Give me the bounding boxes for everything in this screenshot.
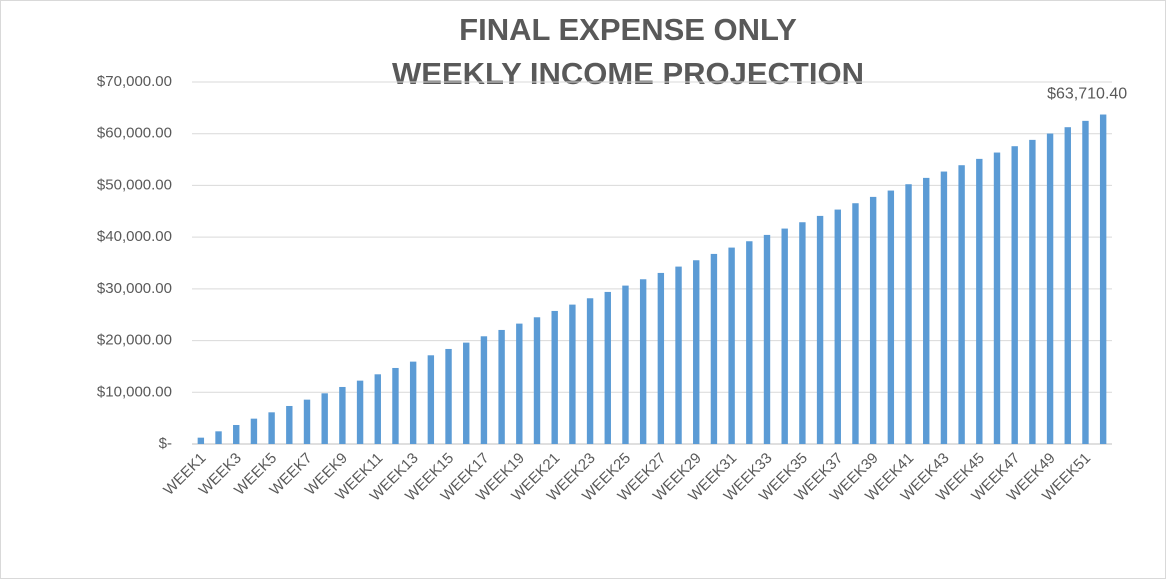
- bar: [250, 418, 258, 444]
- bar: [852, 203, 859, 444]
- y-tick-label: $-: [159, 435, 172, 452]
- bar: [356, 380, 364, 444]
- bar: [498, 329, 505, 444]
- bar: [905, 184, 912, 444]
- y-tick-label: $60,000.00: [97, 125, 172, 142]
- bar: [657, 272, 665, 444]
- bar: [516, 323, 523, 444]
- bar: [728, 247, 735, 444]
- bar: [321, 393, 328, 444]
- bar: [622, 285, 629, 444]
- bar: [1011, 146, 1018, 444]
- bar: [445, 348, 452, 444]
- chart-title: WEEKLY INCOME PROJECTION: [392, 56, 864, 91]
- bar: [1029, 139, 1036, 444]
- bar: [409, 361, 417, 444]
- bar: [958, 165, 965, 445]
- y-tick-label: $70,000.00: [97, 73, 172, 90]
- bar: [1099, 114, 1107, 444]
- bar: [834, 209, 841, 444]
- bar: [286, 405, 293, 444]
- bar: [427, 355, 435, 444]
- bar: [533, 317, 541, 444]
- bar: [746, 241, 753, 444]
- bar: [799, 222, 806, 444]
- bar: [1082, 120, 1089, 445]
- bar: [869, 196, 877, 444]
- data-label: $63,710.40: [1047, 86, 1127, 103]
- bar: [993, 152, 1001, 444]
- bar: [763, 234, 771, 444]
- bar: [233, 424, 240, 444]
- bar: [923, 177, 930, 444]
- bar: [639, 279, 647, 444]
- bar: [675, 266, 682, 444]
- y-tick-label: $20,000.00: [97, 332, 172, 349]
- bar: [604, 291, 611, 444]
- bar: [339, 386, 346, 444]
- bar: [1046, 133, 1054, 445]
- bar: [268, 412, 275, 444]
- bar: [887, 190, 895, 444]
- bar: [374, 374, 381, 444]
- y-tick-label: $50,000.00: [97, 176, 172, 193]
- bar: [303, 399, 311, 444]
- bar: [816, 215, 824, 444]
- bar: [940, 171, 948, 444]
- y-tick-label: $10,000.00: [97, 383, 172, 400]
- bar: [693, 260, 700, 444]
- bar: [710, 253, 718, 444]
- y-tick-label: $30,000.00: [97, 280, 172, 297]
- bar: [480, 336, 488, 444]
- bar: [197, 437, 205, 444]
- bar: [976, 158, 983, 444]
- bar: [781, 228, 788, 444]
- bar: [463, 342, 470, 444]
- y-tick-label: $40,000.00: [97, 228, 172, 245]
- bar: [551, 310, 558, 444]
- bar: [392, 367, 399, 444]
- bar: [1064, 127, 1071, 444]
- chart-title: FINAL EXPENSE ONLY: [459, 12, 797, 47]
- bar: [569, 304, 576, 444]
- bar: [586, 298, 594, 444]
- bar: [215, 431, 222, 444]
